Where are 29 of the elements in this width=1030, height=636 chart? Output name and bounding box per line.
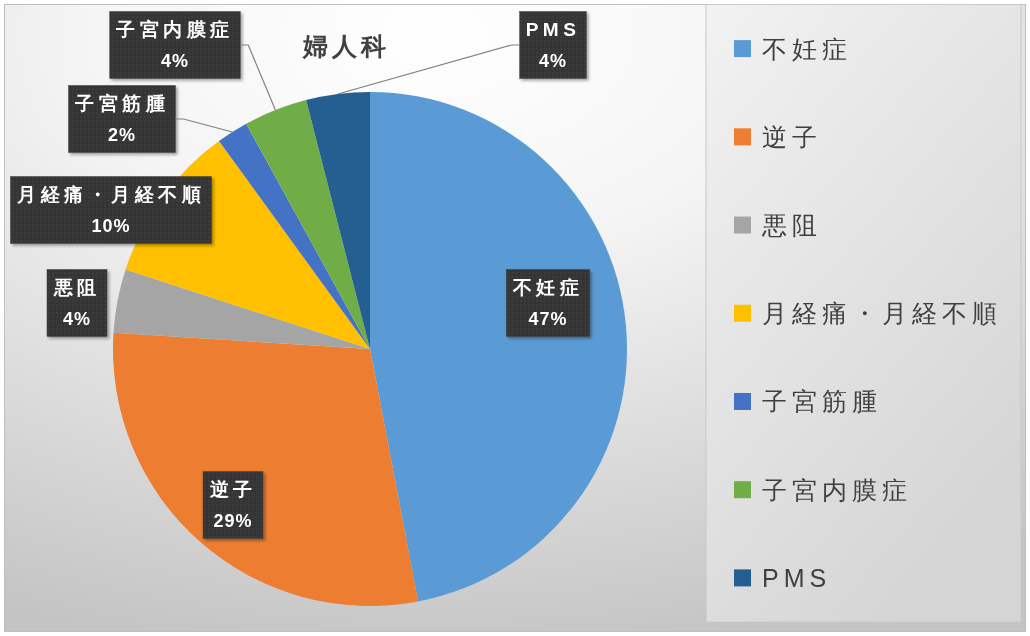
data-label: 逆子 29% — [202, 471, 264, 539]
data-label: 47% — [528, 309, 568, 329]
slice-label: 不妊症 — [511, 276, 584, 298]
legend-label: 子宮内膜症 — [762, 475, 912, 504]
data-label: 4% — [160, 51, 190, 71]
title: 婦人科 — [302, 32, 390, 60]
data-label: 4% — [538, 51, 568, 71]
data-label: 悪阻 4% — [46, 269, 108, 337]
legend-label: 月経痛・月経不順 — [762, 299, 1002, 328]
slice-label: 子宮内膜症 — [115, 18, 234, 40]
slice-label: 逆子 — [208, 478, 257, 500]
legend-label: 子宮筋腫 — [762, 387, 882, 416]
data-label: 不妊症 47% — [506, 269, 590, 337]
legend-label: PMS — [762, 563, 832, 592]
legend-label: 悪阻 — [762, 211, 822, 240]
data-label: 子宮筋腫 2% — [68, 85, 176, 153]
data-label: 10% — [91, 216, 131, 236]
data-label: 月経痛・月経不順 10% — [10, 176, 212, 244]
legend-label: 逆子 — [762, 122, 822, 151]
slice-label: 月経痛・月経不順 — [16, 183, 205, 205]
legend-label: 不妊症 — [762, 34, 852, 63]
data-label: PMS 4% — [519, 11, 587, 79]
data-label: 4% — [62, 309, 92, 329]
slice-label: PMS — [525, 18, 581, 40]
data-label: 2% — [107, 125, 137, 145]
data-label: 29% — [213, 511, 253, 531]
slice-label: 子宮筋腫 — [74, 92, 169, 114]
data-label: 子宮内膜症 4% — [109, 11, 241, 79]
slice-label: 悪阻 — [52, 276, 101, 298]
